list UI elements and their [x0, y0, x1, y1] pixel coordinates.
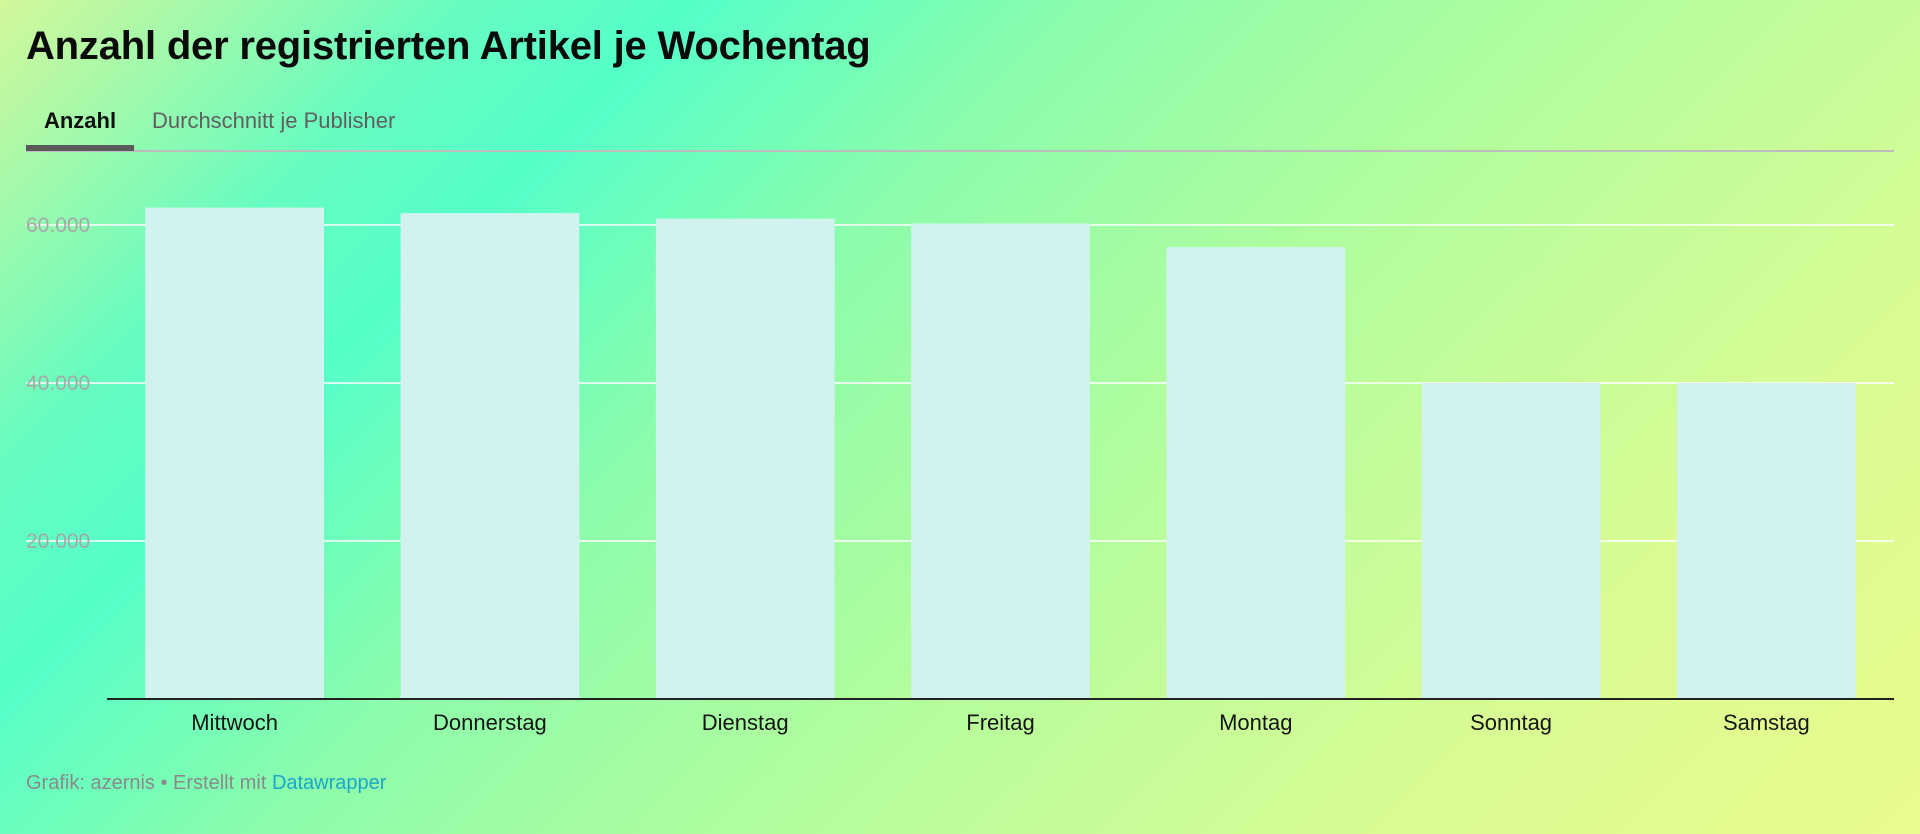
y-tick-label: 40.000	[26, 372, 90, 395]
x-tick-label: Samstag	[1723, 710, 1810, 735]
bar-freitag	[911, 223, 1090, 700]
bar-dienstag	[655, 218, 835, 699]
tab-durchschnitt-je-publisher[interactable]: Durchschnitt je Publisher	[152, 108, 396, 133]
y-tick-label: 60.000	[26, 214, 90, 237]
tab-bar-divider	[26, 150, 1894, 152]
bar-sonntag	[1421, 383, 1601, 699]
x-tick-label: Dienstag	[702, 710, 789, 735]
bars	[145, 207, 1856, 700]
x-tick-label: Montag	[1219, 710, 1292, 735]
footer-text: Grafik: azernis • Erstellt mit	[26, 772, 272, 794]
x-tick-label: Donnerstag	[433, 710, 547, 735]
bar-donnerstag	[400, 213, 580, 699]
x-tick-label: Mittwoch	[191, 710, 278, 735]
x-tick-label: Sonntag	[1470, 710, 1552, 735]
bar-mittwoch	[145, 207, 324, 699]
y-axis-ticks: 20.000 40.000 60.000	[26, 214, 90, 553]
y-tick-label: 20.000	[26, 530, 90, 553]
datawrapper-link[interactable]: Datawrapper	[271, 772, 387, 794]
x-axis-ticks: Mittwoch Donnerstag Dienstag Freitag Montag S…	[191, 710, 1810, 735]
x-tick-label: Freitag	[966, 710, 1034, 735]
bar-samstag	[1677, 383, 1856, 699]
bar-chart: 20.000 40.000 60.000 Mittwoch Donnerstag Die…	[26, 207, 1894, 735]
active-tab-indicator	[26, 145, 134, 151]
footer-credit: Grafik: azernis • Erstellt mit Datawrapp…	[26, 772, 386, 795]
tab-bar: Anzahl Durchschnitt je Publisher	[26, 100, 1894, 152]
chart-title: Anzahl der registrierten Artikel je Woch…	[26, 24, 871, 68]
bar-montag	[1166, 247, 1346, 699]
tab-anzahl[interactable]: Anzahl	[43, 108, 117, 133]
